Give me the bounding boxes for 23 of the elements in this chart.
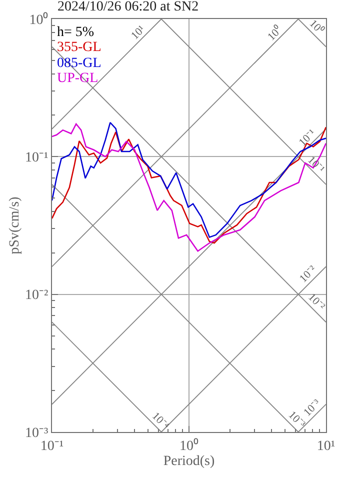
annotation: 10⁻¹ [296, 127, 318, 149]
annotation: 10⁻³ [302, 396, 324, 419]
annotation: 10⁻⁴ [149, 410, 172, 432]
annotation: 10⁻² [297, 263, 320, 285]
annotation: 10⁻¹ [305, 154, 327, 176]
y-tick-label: 10⁻² [24, 288, 48, 304]
x-tick-label: 10¹ [316, 438, 336, 454]
annotation: 10⁻² [306, 291, 328, 314]
annotation: 10⁰ [264, 23, 285, 44]
chart-title: 2024/10/26 06:20 at SN2 [57, 0, 199, 14]
text: 355-GL [57, 40, 102, 55]
y-tick-label: 10⁻¹ [24, 150, 48, 166]
x-tick-label: 10⁻¹ [40, 438, 64, 454]
x-axis-title: Period(s) [163, 454, 215, 470]
annotation: h= 5% [57, 25, 94, 40]
annotation: 10¹ [129, 23, 148, 42]
annotation: 10⁰ [306, 16, 327, 37]
y-tick-label: 10⁻³ [24, 426, 48, 441]
x-tick-label: 10⁰ [180, 438, 198, 454]
y-axis-title: pSv(cm/s) [8, 196, 23, 254]
y-tick-label: 10⁰ [29, 12, 48, 28]
text: 085-GL [57, 56, 102, 71]
text: UP-GL [57, 71, 98, 86]
